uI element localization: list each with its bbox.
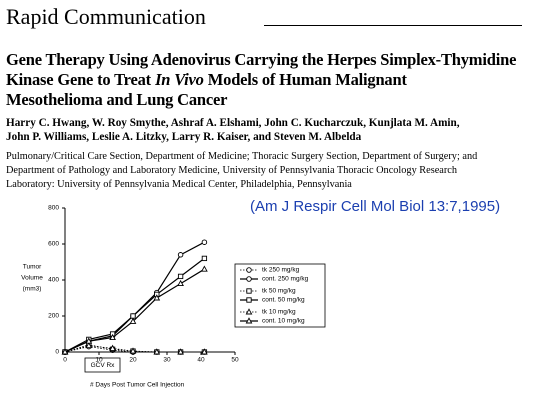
- title-italic: In Vivo: [155, 70, 204, 89]
- x-axis-label: # Days Post Tumor Cell Injection: [90, 382, 185, 389]
- series-line: [64, 241, 205, 353]
- x-tick-label: 0: [63, 357, 67, 364]
- legend-label: tk 10 mg/kg: [262, 309, 296, 316]
- data-point: [201, 255, 208, 262]
- heading-rule: [264, 25, 522, 26]
- legend-marker: [246, 276, 252, 282]
- citation: (Am J Respir Cell Mol Biol 13:7,1995): [250, 198, 501, 215]
- title-line: Gene Therapy Using Adenovirus Carrying t…: [6, 50, 517, 69]
- x-tick-label: 10: [95, 357, 103, 364]
- affiliation-line: Laboratory: University of Pennsylvania M…: [6, 179, 352, 190]
- data-point: [129, 347, 137, 354]
- data-point: [177, 273, 184, 280]
- legend-label: cont. 250 mg/kg: [262, 276, 309, 283]
- series-line: [64, 257, 205, 353]
- legend-marker: [246, 267, 252, 273]
- x-tick-label: 40: [197, 357, 205, 364]
- data-point: [177, 348, 184, 355]
- chart: 0 200 400 600 800 0 10 20 30 40 50 Tumor Volume (mm3)…: [21, 205, 326, 389]
- y-tick-label: 200: [48, 313, 59, 320]
- data-point: [109, 333, 116, 341]
- y-tick-label: 800: [48, 205, 59, 212]
- data-point: [153, 294, 161, 301]
- y-tick-label: 0: [55, 349, 59, 356]
- data-point: [129, 317, 137, 324]
- title-line: Kinase Gene to Treat In Vivo Models of Hum…: [6, 70, 407, 90]
- section-heading: Rapid Communication: [6, 4, 206, 29]
- legend-box: [234, 263, 326, 328]
- data-point: [130, 313, 136, 319]
- legend-marker: [246, 288, 252, 294]
- data-point: [201, 265, 208, 272]
- title-text: Models of Human Malignant: [207, 70, 407, 89]
- affiliation-line: Pulmonary/Critical Care Section, Departm…: [6, 151, 478, 162]
- y-axis-label: (mm3): [23, 286, 42, 293]
- data-point: [85, 337, 93, 344]
- author-line: Harry C. Hwang, W. Roy Smythe, Ashraf A.…: [6, 117, 460, 129]
- title-text: Kinase Gene to Treat: [6, 70, 151, 89]
- x-tick-label: 50: [231, 357, 239, 364]
- data-point: [201, 239, 208, 245]
- data-point: [109, 344, 116, 351]
- annotation: GCV Rx: [91, 362, 116, 369]
- legend-marker: [245, 308, 253, 315]
- title-line: Mesothelioma and Lung Cancer: [6, 90, 228, 109]
- series-line: [64, 268, 205, 353]
- x-tick-label: 30: [163, 357, 171, 364]
- data-point: [177, 252, 184, 258]
- data-point: [153, 348, 161, 355]
- y-axis-label: Volume: [21, 275, 43, 282]
- y-tick-label: 400: [48, 277, 59, 284]
- legend-marker: [245, 317, 253, 324]
- y-tick-label: 600: [48, 241, 59, 248]
- y-axis-label: Tumor: [23, 264, 42, 271]
- data-point: [61, 348, 69, 355]
- x-tick-label: 20: [129, 357, 137, 364]
- legend-label: cont. 50 mg/kg: [262, 297, 305, 304]
- legend-label: tk 250 mg/kg: [262, 267, 300, 274]
- legend-marker: [246, 297, 252, 303]
- legend-label: tk 50 mg/kg: [262, 288, 296, 295]
- data-point: [85, 341, 93, 349]
- data-point: [201, 348, 208, 355]
- data-point: [177, 279, 184, 287]
- annotation-box: [84, 357, 121, 373]
- affiliation-line: Department of Pathology and Laboratory M…: [6, 165, 458, 176]
- legend-label: cont. 10 mg/kg: [262, 318, 305, 325]
- author-line: John P. Williams, Leslie A. Litzky, Larr…: [6, 131, 362, 143]
